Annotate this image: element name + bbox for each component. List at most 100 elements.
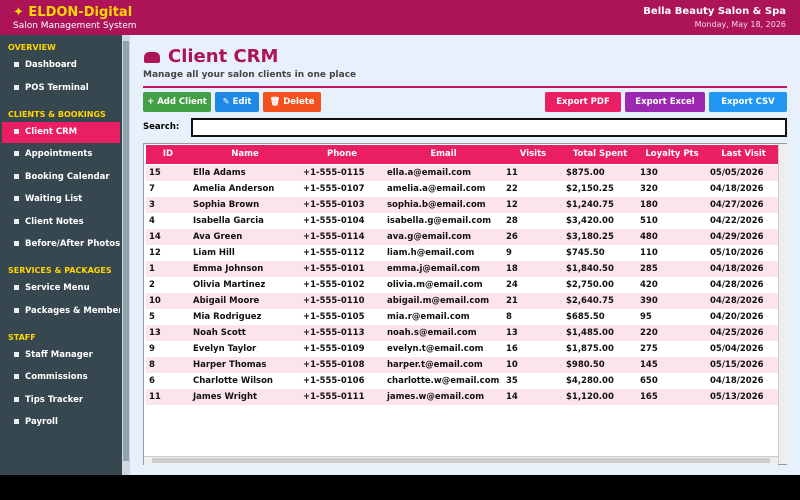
nav-item[interactable]: Before/After Photos bbox=[2, 234, 120, 255]
table-cell: 8 bbox=[149, 360, 155, 370]
table-cell: 320 bbox=[640, 184, 658, 194]
table-cell: 110 bbox=[640, 248, 658, 258]
nav-item[interactable]: Service Menu bbox=[2, 278, 120, 299]
table-cell: 9 bbox=[506, 248, 512, 258]
table-cell: $2,750.00 bbox=[566, 280, 614, 290]
column-header[interactable]: Total Spent bbox=[572, 149, 628, 159]
column-header[interactable]: Phone bbox=[327, 149, 357, 159]
search-input[interactable] bbox=[191, 118, 787, 137]
table-row[interactable]: 12 Liam Hill +1-555-0112 liam.h@email.com 9 $… bbox=[146, 245, 780, 261]
table-cell: 12 bbox=[149, 248, 161, 258]
table-cell: 18 bbox=[506, 264, 518, 274]
table-cell: +1-555-0106 bbox=[303, 376, 365, 386]
table-cell: 6 bbox=[149, 376, 155, 386]
table-row[interactable]: 7 Amelia Anderson +1-555-0107 amelia.a@emai… bbox=[146, 181, 780, 197]
table-cell: olivia.m@email.com bbox=[387, 280, 483, 290]
table-row[interactable]: 15 Ella Adams +1-555-0115 ella.a@email.com 1… bbox=[146, 165, 780, 181]
export-button[interactable]: Export CSV bbox=[709, 92, 787, 112]
table-cell: 220 bbox=[640, 328, 658, 338]
nav-item[interactable]: Waiting List bbox=[2, 189, 120, 210]
column-header[interactable]: Visits bbox=[519, 149, 547, 159]
table-cell: 165 bbox=[640, 392, 658, 402]
scrollbar-thumb[interactable] bbox=[152, 458, 770, 463]
table-row[interactable]: 9 Evelyn Taylor +1-555-0109 evelyn.t@email.… bbox=[146, 341, 780, 357]
column-header[interactable]: Loyalty Pts bbox=[645, 149, 699, 159]
column-header[interactable]: ID bbox=[162, 149, 174, 159]
page-title: Client CRM bbox=[168, 46, 279, 67]
table-cell: +1-555-0105 bbox=[303, 312, 365, 322]
toolbar-button[interactable]: 🗑 Delete bbox=[263, 92, 321, 112]
export-button[interactable]: Export Excel bbox=[625, 92, 705, 112]
divider bbox=[143, 86, 787, 88]
nav-item[interactable]: Client CRM bbox=[2, 121, 120, 143]
table-cell: 14 bbox=[506, 392, 518, 402]
nav-item[interactable]: Payroll bbox=[2, 412, 120, 433]
nav-item[interactable]: Dashboard bbox=[2, 55, 120, 76]
nav-item[interactable]: Packages & Memberships bbox=[2, 301, 120, 322]
table-cell: 650 bbox=[640, 376, 658, 386]
scrollbar[interactable] bbox=[778, 144, 787, 464]
table-cell: 145 bbox=[640, 360, 658, 370]
table-cell: 1 bbox=[149, 264, 155, 274]
table-row[interactable]: 6 Charlotte Wilson +1-555-0106 charlotte.w@… bbox=[146, 373, 780, 389]
column-header[interactable]: Name bbox=[231, 149, 259, 159]
table-row[interactable]: 11 James Wright +1-555-0111 james.w@email.c… bbox=[146, 389, 780, 405]
table-cell: 05/13/2026 bbox=[710, 392, 764, 402]
table-cell: 16 bbox=[506, 344, 518, 354]
export-button[interactable]: Export PDF bbox=[545, 92, 621, 112]
nav-item[interactable]: Staff Manager bbox=[2, 345, 120, 366]
nav-item[interactable]: Client Notes bbox=[2, 212, 120, 233]
table-cell: 28 bbox=[506, 216, 518, 226]
table-row[interactable]: 2 Olivia Martinez +1-555-0102 olivia.m@emai… bbox=[146, 277, 780, 293]
table-cell: $980.50 bbox=[566, 360, 605, 370]
table-cell: Emma Johnson bbox=[193, 264, 264, 274]
title-icon bbox=[144, 52, 160, 63]
table-cell: 21 bbox=[506, 296, 518, 306]
table-cell: $685.50 bbox=[566, 312, 605, 322]
table-cell: mia.r@email.com bbox=[387, 312, 470, 322]
table-row[interactable]: 10 Abigail Moore +1-555-0110 abigail.m@emai… bbox=[146, 293, 780, 309]
table-row[interactable]: 13 Noah Scott +1-555-0113 noah.s@email.com 1… bbox=[146, 325, 780, 341]
table-cell: +1-555-0103 bbox=[303, 200, 365, 210]
table-cell: $1,875.00 bbox=[566, 344, 614, 354]
toolbar-button[interactable]: ✎ Edit bbox=[215, 92, 259, 112]
table-cell: ava.g@email.com bbox=[387, 232, 471, 242]
table-cell: Isabella Garcia bbox=[193, 216, 264, 226]
nav-item[interactable]: Booking Calendar bbox=[2, 167, 120, 188]
table-cell: 05/05/2026 bbox=[710, 168, 764, 178]
nav-item[interactable]: Appointments bbox=[2, 144, 120, 165]
table-cell: $2,640.75 bbox=[566, 296, 614, 306]
table-cell: 04/18/2026 bbox=[710, 184, 764, 194]
table-cell: harper.t@email.com bbox=[387, 360, 483, 370]
table-cell: $3,420.00 bbox=[566, 216, 614, 226]
column-header[interactable]: Last Visit bbox=[721, 149, 766, 159]
column-header[interactable]: Email bbox=[430, 149, 457, 159]
table-cell: 510 bbox=[640, 216, 658, 226]
table-cell: 8 bbox=[506, 312, 512, 322]
table-cell: $1,485.00 bbox=[566, 328, 614, 338]
table-cell: +1-555-0101 bbox=[303, 264, 365, 274]
table-row[interactable]: 1 Emma Johnson +1-555-0101 emma.j@email.com… bbox=[146, 261, 780, 277]
nav-item[interactable]: POS Terminal bbox=[2, 78, 120, 99]
section-title: OVERVIEW bbox=[8, 43, 56, 52]
brand: ✦ ELDON-Digital bbox=[13, 5, 133, 20]
nav-item[interactable]: Commissions bbox=[2, 367, 120, 388]
table-row[interactable]: 3 Sophia Brown +1-555-0103 sophia.b@email.c… bbox=[146, 197, 780, 213]
table-cell: $1,240.75 bbox=[566, 200, 614, 210]
table-cell: Mia Rodriguez bbox=[193, 312, 262, 322]
table-cell: 05/15/2026 bbox=[710, 360, 764, 370]
table-row[interactable]: 8 Harper Thomas +1-555-0108 harper.t@email.… bbox=[146, 357, 780, 373]
table-cell: 24 bbox=[506, 280, 518, 290]
toolbar-button[interactable]: + Add Client bbox=[143, 92, 211, 112]
table-cell: evelyn.t@email.com bbox=[387, 344, 484, 354]
table-cell: +1-555-0108 bbox=[303, 360, 365, 370]
scrollbar-thumb[interactable] bbox=[123, 41, 129, 461]
table-row[interactable]: 4 Isabella Garcia +1-555-0104 isabella.g@em… bbox=[146, 213, 780, 229]
table-cell: 04/25/2026 bbox=[710, 328, 764, 338]
nav-item[interactable]: Tips Tracker bbox=[2, 390, 120, 411]
table-row[interactable]: 5 Mia Rodriguez +1-555-0105 mia.r@email.com… bbox=[146, 309, 780, 325]
table-cell: 04/18/2026 bbox=[710, 264, 764, 274]
table-cell: abigail.m@email.com bbox=[387, 296, 490, 306]
table-row[interactable]: 14 Ava Green +1-555-0114 ava.g@email.com 26 $… bbox=[146, 229, 780, 245]
